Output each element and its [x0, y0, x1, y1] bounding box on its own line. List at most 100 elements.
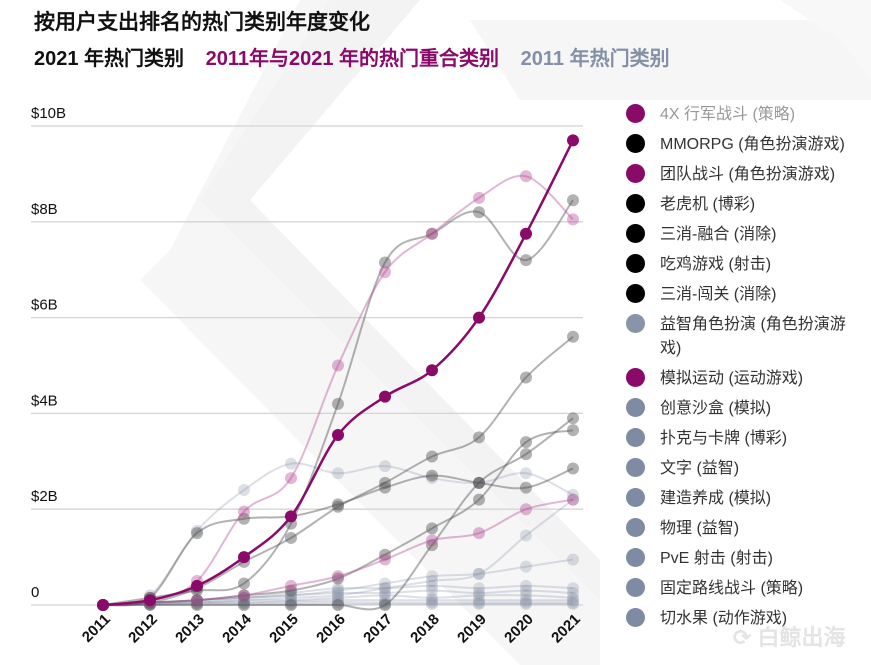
data-point [191, 527, 203, 540]
legend-item: 模拟运动 (运动游戏) [624, 367, 864, 391]
series-line [102, 584, 574, 606]
data-point [238, 591, 250, 604]
data-point [520, 596, 532, 609]
legend-item: 扑克与卡牌 (博彩) [624, 427, 864, 451]
x-tick-label: 2014 [219, 610, 255, 646]
subtitle-top-2011: 2011 年热门类别 [520, 48, 670, 70]
data-point [567, 553, 579, 566]
data-point [379, 553, 391, 566]
data-point [520, 579, 532, 592]
data-point [567, 582, 579, 595]
data-point [332, 498, 344, 511]
legend-label: MMORPG (角色扮演游戏) [660, 136, 845, 153]
data-point [520, 436, 532, 449]
data-point [567, 213, 579, 226]
data-point [332, 599, 344, 611]
data-point [285, 531, 297, 544]
data-point [97, 599, 109, 611]
data-point [379, 598, 391, 611]
legend-item: 切水果 (动作游戏) [624, 607, 864, 631]
x-tick-label: 2015 [266, 611, 302, 647]
legend-dot-icon [626, 428, 645, 447]
legend-label: 创意沙盒 (模拟) [660, 400, 772, 417]
legend-label: 模拟运动 (运动游戏) [660, 370, 804, 387]
data-point [567, 594, 579, 607]
data-point [473, 493, 485, 506]
data-point [520, 503, 532, 516]
series-line [102, 429, 574, 606]
data-point [426, 450, 438, 463]
data-point [567, 493, 579, 506]
legend-dot-icon [626, 578, 645, 597]
legend-label: 益智角色扮演 (角色扮演游戏) [660, 316, 846, 357]
data-point [191, 594, 203, 607]
y-tick-label: 0 [31, 584, 39, 601]
data-point [238, 577, 250, 590]
data-point [426, 522, 438, 535]
legend-dot-icon [626, 194, 645, 213]
data-point [473, 476, 485, 489]
data-point [473, 476, 485, 489]
legend-dot-icon [626, 608, 645, 627]
legend-item: MMORPG (角色扮演游戏) [624, 133, 864, 157]
data-point [238, 512, 250, 525]
data-point [567, 330, 579, 343]
data-point [285, 599, 297, 611]
data-point [238, 596, 250, 609]
legend-item: 老虎机 (博彩) [624, 193, 864, 217]
watermark-logo: ⟳ 白鲸出海 [733, 625, 846, 650]
data-point [379, 582, 391, 595]
data-point [379, 587, 391, 600]
data-point [520, 589, 532, 602]
data-point [238, 591, 250, 604]
data-point [332, 428, 344, 441]
data-point [426, 469, 438, 482]
data-point [144, 594, 156, 607]
data-point [520, 529, 532, 542]
legend-item: 4X 行军战斗 (策略) [624, 103, 864, 127]
legend-label: 三消-融合 (消除) [660, 226, 777, 243]
legend-item: 吃鸡游戏 (射击) [624, 253, 864, 277]
data-point [285, 589, 297, 602]
legend-label: 文字 (益智) [660, 460, 740, 477]
data-point [520, 227, 532, 240]
data-point [473, 587, 485, 600]
data-point [520, 594, 532, 607]
data-point [426, 539, 438, 552]
legend-dot-icon [626, 518, 645, 537]
data-point [285, 579, 297, 592]
legend-dot-icon [626, 134, 645, 153]
legend-label: 扑克与卡牌 (博彩) [660, 430, 788, 447]
data-point [473, 476, 485, 489]
legend-dot-icon [626, 254, 645, 273]
data-point [191, 579, 203, 592]
legend-item: 三消-融合 (消除) [624, 223, 864, 247]
data-point [332, 598, 344, 611]
subtitle-top-2021: 2021 年热门类别 [34, 48, 185, 70]
data-point [191, 599, 203, 611]
data-point [567, 134, 579, 147]
legend-label: 4X 行军战斗 (策略) [660, 106, 796, 123]
legend-label: 三消-闯关 (消除) [660, 286, 777, 303]
data-point [191, 598, 203, 611]
data-point [332, 467, 344, 480]
legend-dot-icon [626, 368, 645, 387]
data-point [473, 206, 485, 219]
data-point [473, 589, 485, 602]
legend-label: 切水果 (动作游戏) [660, 610, 788, 627]
data-point [238, 589, 250, 602]
data-point [332, 589, 344, 602]
data-point [285, 587, 297, 600]
legend-dot-icon [626, 458, 645, 477]
data-point [379, 481, 391, 494]
x-tick-label: 2020 [501, 611, 537, 647]
data-point [379, 599, 391, 611]
data-point [285, 510, 297, 523]
legend-label: PvE 射击 (射击) [660, 550, 773, 567]
data-point [473, 567, 485, 580]
y-tick-label: $8B [31, 201, 58, 218]
data-point [332, 572, 344, 585]
data-point [426, 534, 438, 547]
legend-item: 文字 (益智) [624, 457, 864, 481]
data-point [238, 589, 250, 602]
